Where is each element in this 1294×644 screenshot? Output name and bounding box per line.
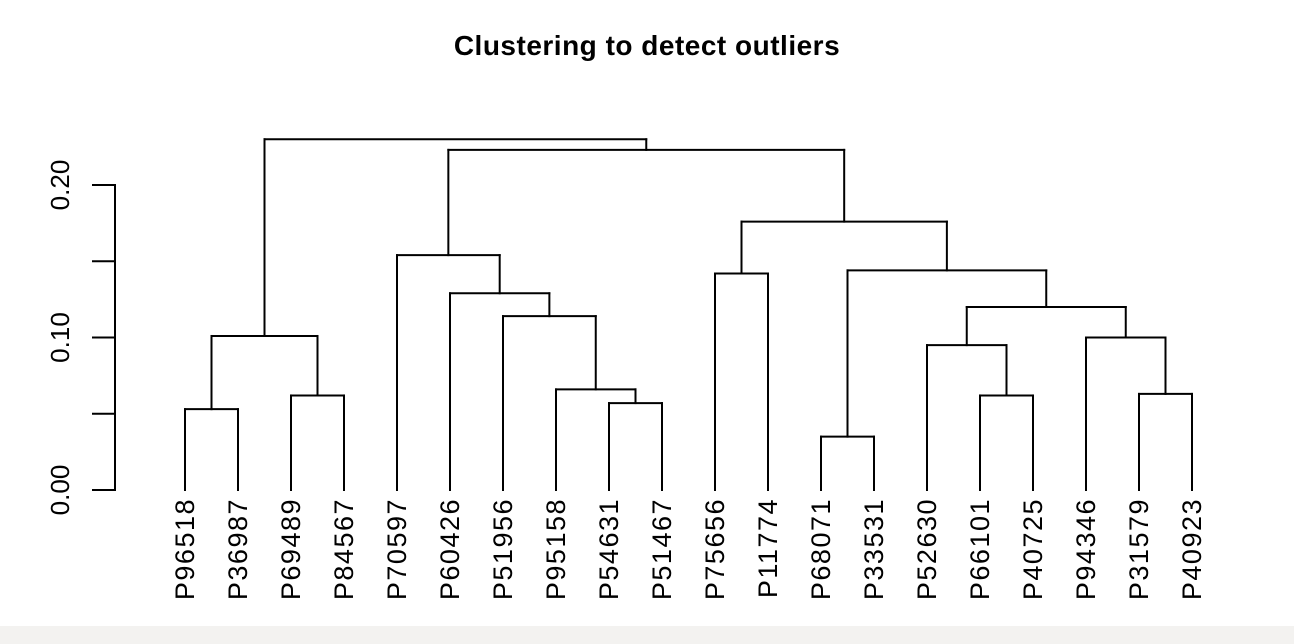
leaf-label: P31579 <box>1124 498 1154 600</box>
leaf-label: P51467 <box>647 498 677 600</box>
y-axis-tick-label: 0.10 <box>45 312 75 363</box>
leaf-label: P54631 <box>594 498 624 600</box>
leaf-label: P70597 <box>382 498 412 600</box>
leaf-label: P11774 <box>753 498 783 598</box>
y-axis-tick-label: 0.20 <box>45 160 75 211</box>
leaf-label: P60426 <box>435 498 465 600</box>
leaf-label: P33531 <box>859 498 889 600</box>
leaf-label: P75656 <box>700 498 730 600</box>
bottom-bar <box>0 626 1294 644</box>
leaf-label: P66101 <box>965 498 995 600</box>
leaf-label: P96518 <box>170 498 200 600</box>
leaf-label: P95158 <box>541 498 571 600</box>
leaf-label: P52630 <box>912 498 942 600</box>
leaf-label: P68071 <box>806 498 836 600</box>
leaf-label: P40725 <box>1018 498 1048 600</box>
leaf-label: P36987 <box>223 498 253 600</box>
leaf-label: P40923 <box>1177 498 1207 600</box>
leaf-label: P51956 <box>488 498 518 600</box>
leaf-label: P69489 <box>276 498 306 600</box>
y-axis-tick-label: 0.00 <box>45 465 75 516</box>
leaf-label: P94346 <box>1071 498 1101 600</box>
chart-title: Clustering to detect outliers <box>453 30 841 61</box>
leaf-label: P84567 <box>329 498 359 600</box>
